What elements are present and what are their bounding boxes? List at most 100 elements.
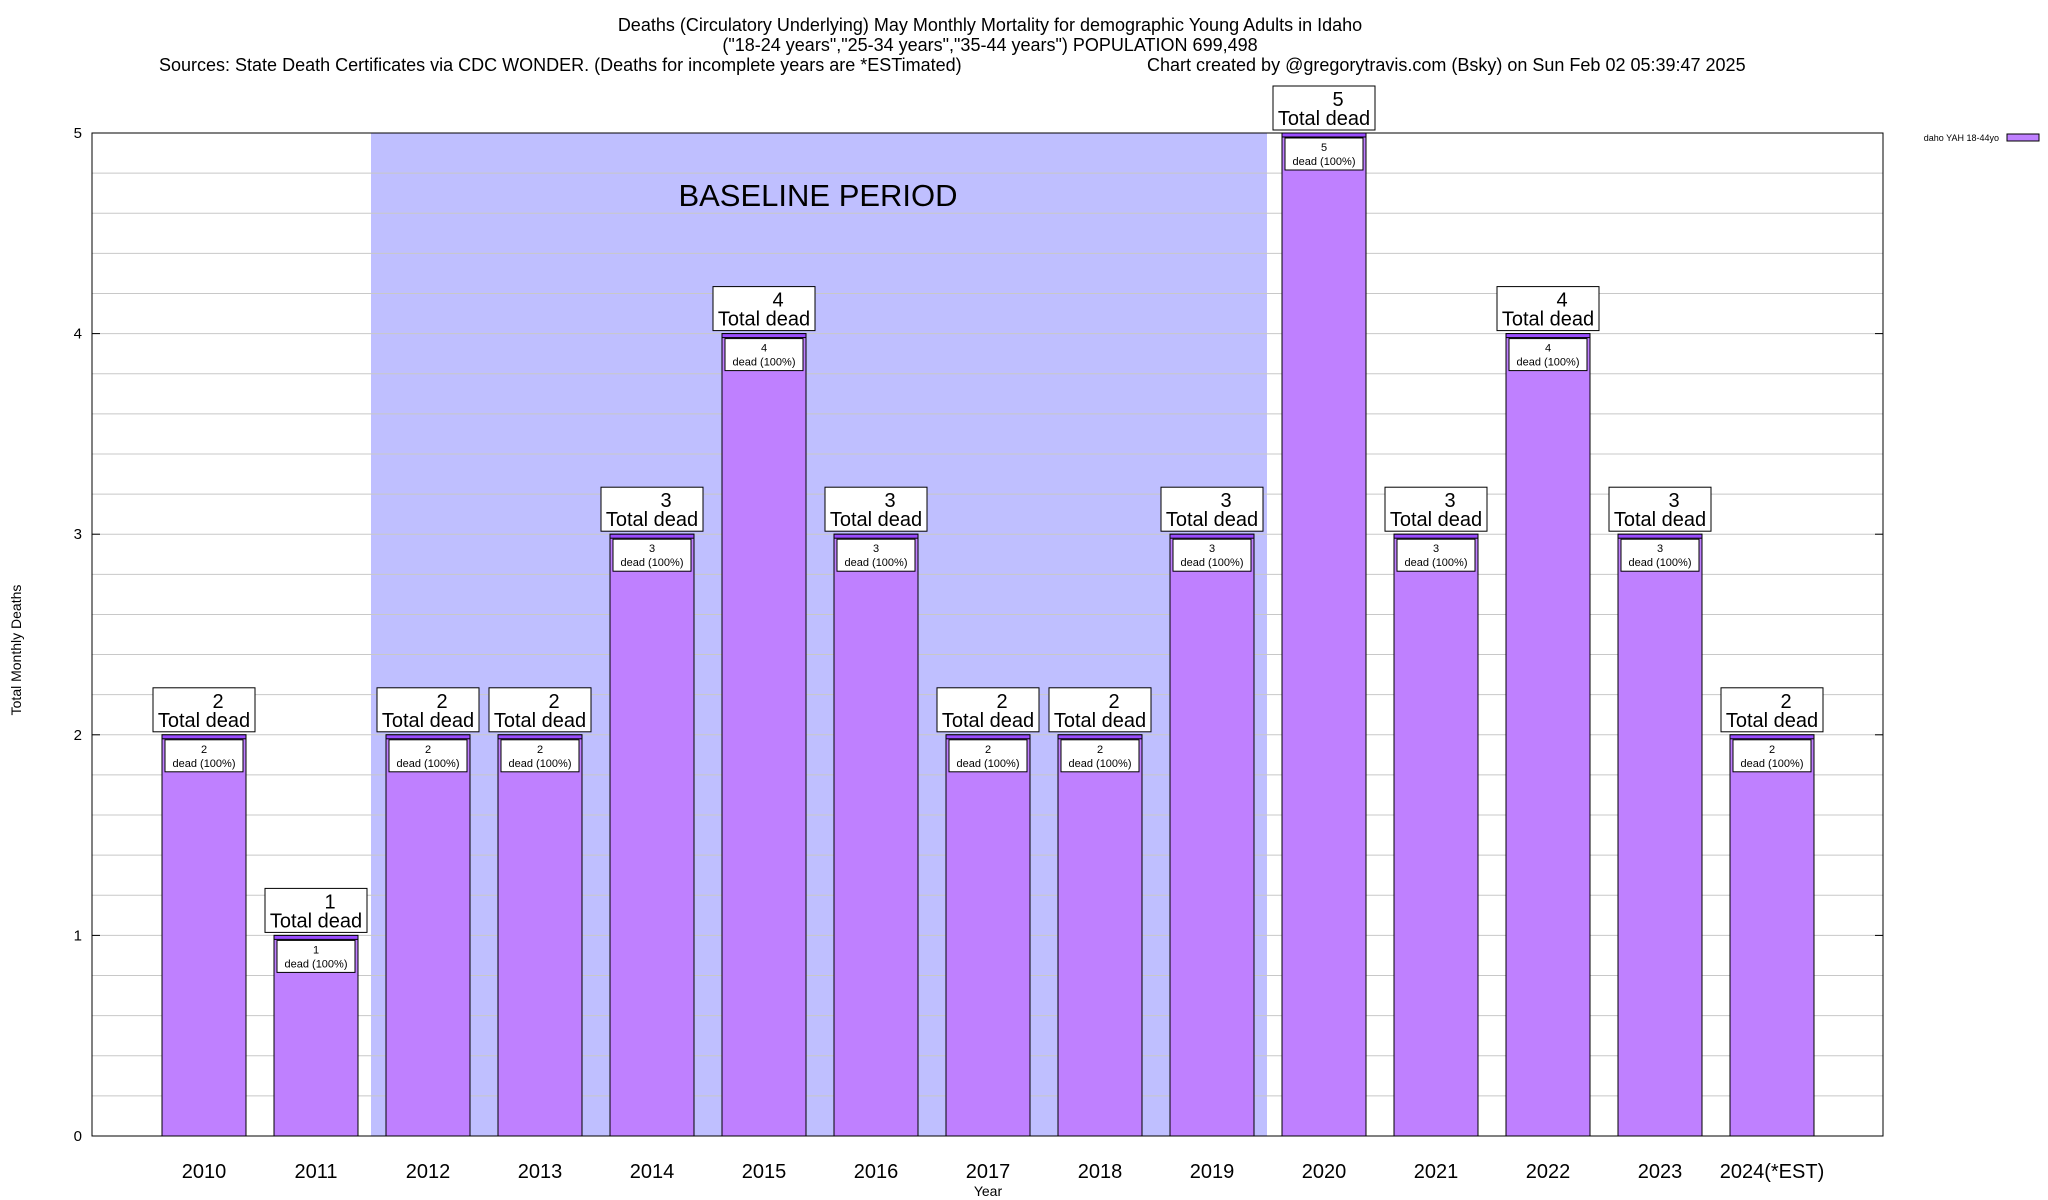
inner-label-value: 2 (985, 744, 991, 756)
y-tick-label: 0 (74, 1128, 82, 1145)
x-tick-label: 2016 (854, 1161, 899, 1183)
x-tick-label: 2015 (742, 1161, 787, 1183)
y-tick-label: 1 (74, 927, 82, 944)
total-label-value: 3 (884, 490, 895, 512)
total-label-box (1048, 687, 1152, 733)
total-label-box (936, 687, 1040, 733)
total-label-box (1720, 687, 1824, 733)
inner-label-box (1060, 739, 1140, 773)
chart-title-line-1: Deaths (Circulatory Underlying) May Mont… (618, 15, 1362, 35)
bar-top-segment (721, 333, 807, 339)
x-tick-label: 2014 (630, 1161, 675, 1183)
inner-label-value: 3 (873, 543, 879, 555)
total-label-value: 2 (212, 691, 223, 713)
bar (385, 734, 471, 1137)
bar-top-segment (609, 533, 695, 539)
baseline-period-label: BASELINE PERIOD (678, 178, 957, 213)
x-tick-label: 2012 (406, 1161, 451, 1183)
legend-swatch (2006, 133, 2040, 142)
total-label-text: Total dead (494, 710, 586, 732)
total-label-text: Total dead (382, 710, 474, 732)
inner-label-text: dead (100%) (733, 357, 796, 369)
total-label-text: Total dead (942, 710, 1034, 732)
total-label-value: 3 (1444, 490, 1455, 512)
inner-label-value: 5 (1321, 142, 1327, 154)
inner-label-text: dead (100%) (285, 958, 348, 970)
inner-label-box (1508, 338, 1588, 372)
total-label-text: Total dead (606, 509, 698, 531)
total-label-box (376, 687, 480, 733)
bar (1169, 533, 1255, 1137)
total-label-box (264, 887, 368, 933)
inner-label-box (836, 538, 916, 572)
inner-label-text: dead (100%) (845, 557, 908, 569)
inner-label-text: dead (100%) (621, 557, 684, 569)
total-label-text: Total dead (1278, 108, 1370, 130)
inner-label-text: dead (100%) (173, 758, 236, 770)
total-label-value: 3 (1220, 490, 1231, 512)
total-label-box (1608, 486, 1712, 532)
inner-label-box (164, 739, 244, 773)
bar (721, 333, 807, 1137)
legend-label: daho YAH 18-44yo (1924, 133, 1999, 143)
inner-label-value: 2 (537, 744, 543, 756)
total-label-value: 2 (996, 691, 1007, 713)
total-label-value: 2 (1108, 691, 1119, 713)
total-label-box (712, 286, 816, 332)
bar (1057, 734, 1143, 1137)
bar-top-segment (1281, 132, 1367, 138)
y-tick-label: 2 (74, 727, 82, 744)
bar-top-segment (385, 734, 471, 740)
total-label-value: 4 (1556, 290, 1567, 312)
y-tick-label: 5 (74, 125, 82, 142)
inner-label-value: 3 (1433, 543, 1439, 555)
bar-top-segment (1617, 533, 1703, 539)
x-tick-label: 2013 (518, 1161, 563, 1183)
inner-label-text: dead (100%) (1293, 156, 1356, 168)
total-label-text: Total dead (1054, 710, 1146, 732)
inner-label-box (276, 939, 356, 973)
total-label-text: Total dead (158, 710, 250, 732)
total-label-text: Total dead (718, 309, 810, 331)
inner-label-value: 2 (1097, 744, 1103, 756)
x-tick-label: 2017 (966, 1161, 1011, 1183)
total-label-value: 2 (436, 691, 447, 713)
bar (1729, 734, 1815, 1137)
x-tick-label: 2024(*EST) (1720, 1161, 1825, 1183)
x-axis-ticks: 2010 2011 2012 2013 2014 2015 2016 2017 2018 2019… (182, 1161, 1825, 1183)
inner-label-value: 2 (1769, 744, 1775, 756)
total-label-box (1272, 85, 1376, 131)
bar (497, 734, 583, 1137)
total-label-box (600, 486, 704, 532)
total-label-value: 2 (548, 691, 559, 713)
y-tick-label: 4 (74, 326, 82, 343)
total-label-text: Total dead (1726, 710, 1818, 732)
inner-label-value: 3 (649, 543, 655, 555)
inner-label-text: dead (100%) (1069, 758, 1132, 770)
inner-label-text: dead (100%) (1405, 557, 1468, 569)
inner-label-box (724, 338, 804, 372)
total-label-value: 4 (772, 290, 783, 312)
inner-label-text: dead (100%) (509, 758, 572, 770)
total-label-box (1496, 286, 1600, 332)
inner-label-text: dead (100%) (1181, 557, 1244, 569)
bar-top-segment (161, 734, 247, 740)
total-label-value: 2 (1780, 691, 1791, 713)
bar (161, 734, 247, 1137)
inner-label-text: dead (100%) (1517, 357, 1580, 369)
inner-label-box (1620, 538, 1700, 572)
bar (945, 734, 1031, 1137)
total-label-value: 3 (1668, 490, 1679, 512)
inner-label-box (500, 739, 580, 773)
inner-label-value: 1 (313, 944, 319, 956)
total-label-text: Total dead (1166, 509, 1258, 531)
